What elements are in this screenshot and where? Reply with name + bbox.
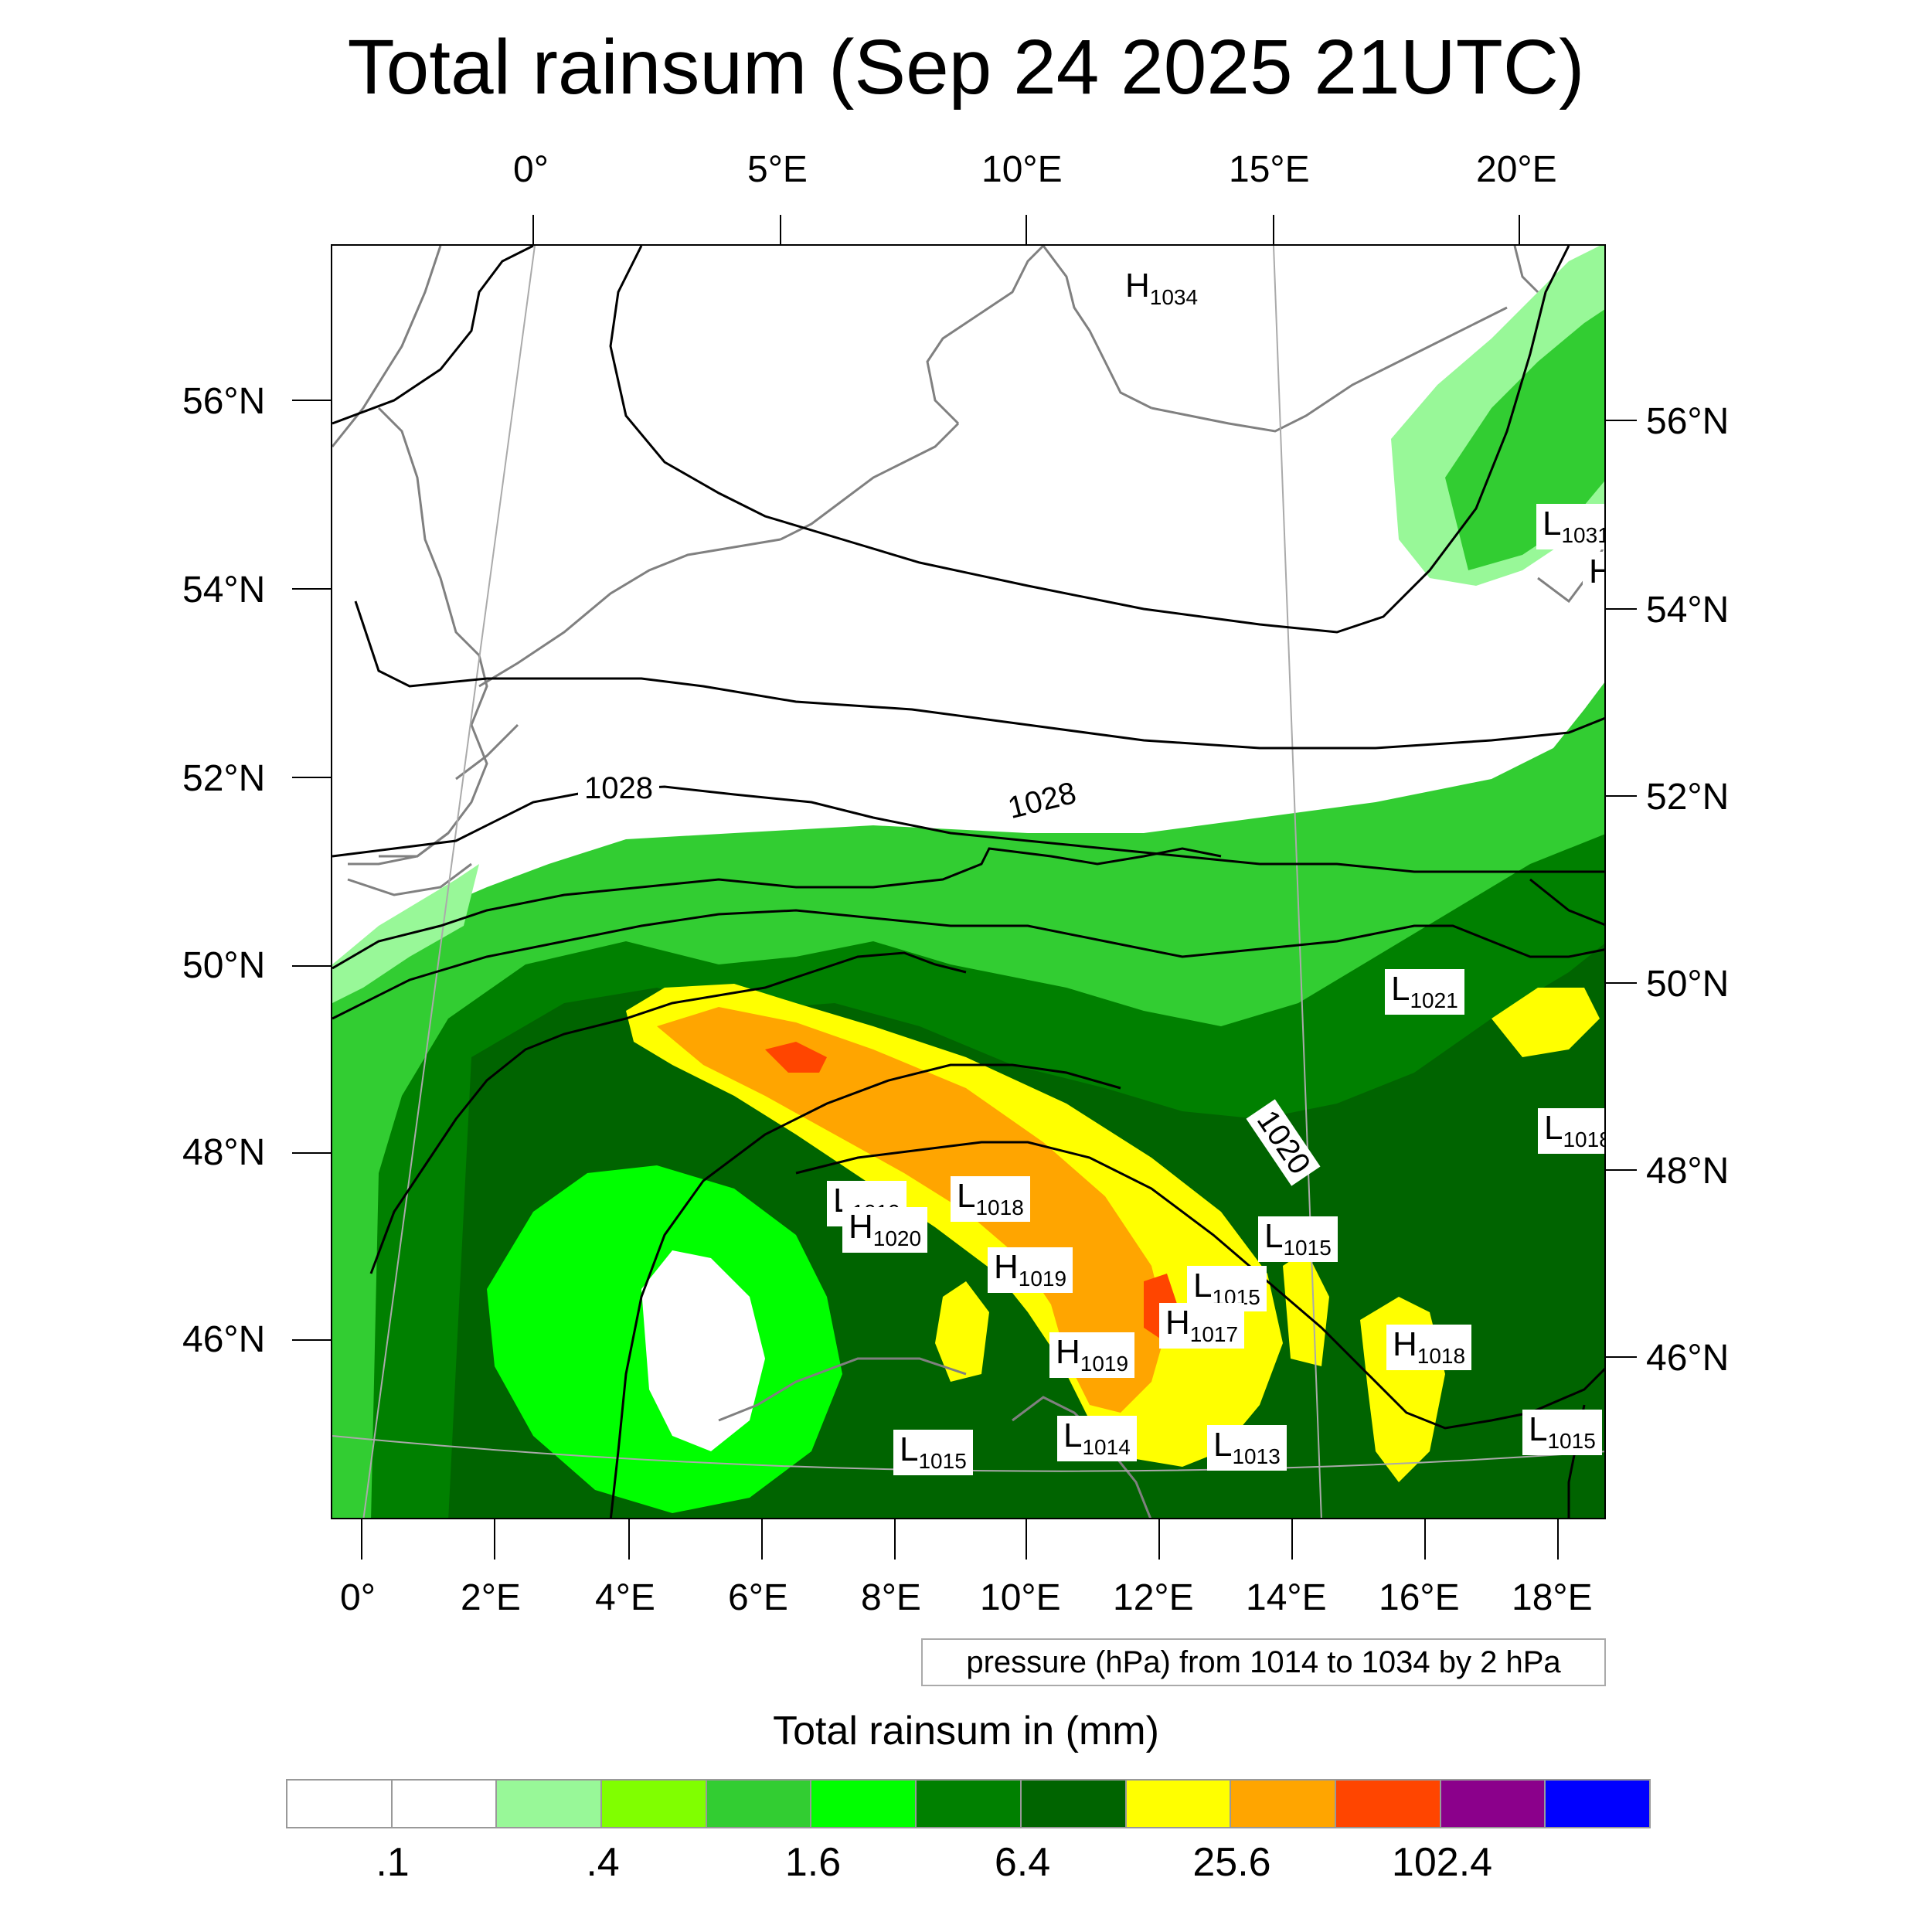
pressure-center-label: L1018: [1538, 1108, 1604, 1154]
bottom-axis-label: 0°: [340, 1577, 376, 1618]
bottom-axis-label: 2°E: [461, 1577, 521, 1618]
colorbar-swatch: [1439, 1779, 1546, 1828]
colorbar-swatch: [1544, 1779, 1651, 1828]
colorbar-swatch: [286, 1779, 393, 1828]
pressure-center-label: H1020: [842, 1207, 928, 1253]
rainfall-map: 1028 1028 1020 H1034 L1031 H L1021 L1018…: [331, 244, 1606, 1519]
bottom-axis-label: 8°E: [861, 1577, 921, 1618]
top-axis-label: 10°E: [981, 149, 1063, 190]
pressure-center-label: H1017: [1159, 1303, 1245, 1349]
pressure-center-label: L1013: [1207, 1425, 1287, 1471]
rain-area-red: [765, 1042, 1182, 1343]
right-axis-label: 54°N: [1646, 590, 1730, 631]
bottom-axis-label: 12°E: [1113, 1577, 1194, 1618]
colorbar-label: .1: [376, 1840, 410, 1885]
top-axis-label: 0°: [513, 149, 549, 190]
right-axis-label: 48°N: [1646, 1151, 1730, 1192]
top-axis-label: 20°E: [1476, 149, 1557, 190]
pressure-center-label: L1015: [1522, 1410, 1602, 1455]
left-axis-label: 56°N: [182, 381, 266, 422]
bottom-axis-label: 16°E: [1379, 1577, 1460, 1618]
colorbar: [286, 1779, 1651, 1828]
left-axis-label: 46°N: [182, 1319, 266, 1360]
colorbar-swatch: [495, 1779, 603, 1828]
left-axis-label: 50°N: [182, 945, 266, 986]
isobars: [332, 246, 1604, 1518]
colorbar-label: 102.4: [1391, 1840, 1493, 1885]
colorbar-swatch: [1230, 1779, 1336, 1828]
colorbar-swatch: [810, 1779, 917, 1828]
pressure-center-label: H1034: [1119, 266, 1205, 311]
right-axis-label: 56°N: [1646, 401, 1730, 442]
colorbar-swatch: [1124, 1779, 1232, 1828]
pressure-center-label: H1018: [1386, 1325, 1472, 1370]
colorbar-label: 25.6: [1192, 1840, 1271, 1885]
colorbar-swatch: [1019, 1779, 1127, 1828]
colorbar-swatch: [915, 1779, 1022, 1828]
colorbar-swatch: [390, 1779, 498, 1828]
pressure-center-label: L1015: [893, 1430, 973, 1475]
colorbar-swatch: [600, 1779, 707, 1828]
right-axis-label: 46°N: [1646, 1338, 1730, 1379]
rain-area-east-yellow-2: [935, 1250, 1329, 1382]
map-title: Total rainsum (Sep 24 2025 21UTC): [347, 24, 1585, 111]
pressure-center-label: L1015: [1258, 1216, 1338, 1262]
bottom-axis-label: 18°E: [1512, 1577, 1593, 1618]
left-axis-label: 54°N: [182, 570, 266, 611]
pressure-center-label: L1018: [951, 1176, 1030, 1222]
pressure-center-label: H: [1583, 552, 1604, 597]
pressure-center-label: H1019: [1049, 1332, 1135, 1378]
colorbar-swatch: [1334, 1779, 1441, 1828]
bottom-axis-label: 10°E: [980, 1577, 1061, 1618]
left-axis-label: 52°N: [182, 758, 266, 799]
pressure-center-label: L1014: [1057, 1416, 1137, 1461]
top-axis-label: 15°E: [1229, 149, 1310, 190]
colorbar-label: 1.6: [784, 1840, 842, 1885]
bottom-axis-label: 4°E: [595, 1577, 655, 1618]
pressure-center-label: H1019: [988, 1247, 1073, 1293]
contour-info-box: pressure (hPa) from 1014 to 1034 by 2 hP…: [921, 1638, 1606, 1686]
colorbar-title: Total rainsum in (mm): [773, 1709, 1159, 1753]
dry-patch: [641, 1250, 765, 1451]
right-axis-label: 52°N: [1646, 777, 1730, 818]
colorbar-label: .4: [586, 1840, 620, 1885]
top-axis-label: 5°E: [747, 149, 808, 190]
bottom-axis-label: 6°E: [728, 1577, 788, 1618]
colorbar-label: 6.4: [994, 1840, 1051, 1885]
bottom-axis-label: 14°E: [1246, 1577, 1327, 1618]
isobar-label: 1028: [578, 771, 659, 806]
pressure-center-label: L1031: [1536, 504, 1604, 549]
right-axis-label: 50°N: [1646, 964, 1730, 1005]
colorbar-swatch: [705, 1779, 812, 1828]
pressure-center-label: L1021: [1385, 969, 1464, 1015]
left-axis-label: 48°N: [182, 1132, 266, 1173]
